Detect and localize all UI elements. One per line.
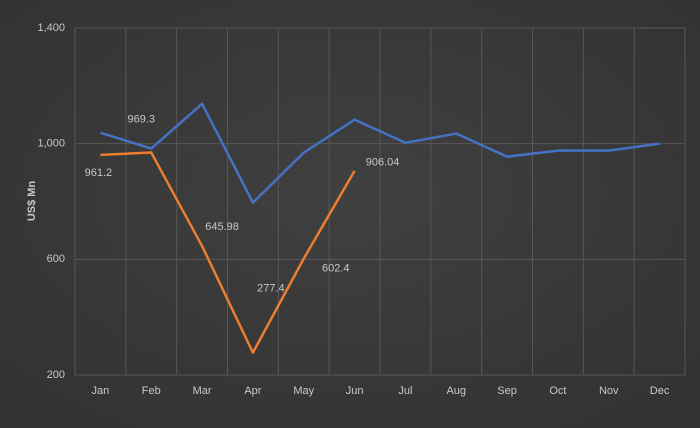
data-label: 602.4: [322, 263, 350, 275]
series-line: [100, 151, 356, 354]
x-tick-label: Nov: [599, 385, 619, 397]
x-tick-label: Sep: [497, 385, 517, 397]
x-tick-label: Dec: [650, 385, 670, 397]
data-label: 277.4: [257, 283, 285, 295]
y-tick-label: 1,000: [37, 138, 65, 150]
x-tick-label: Apr: [244, 385, 261, 397]
y-tick-label: 200: [47, 369, 65, 381]
x-tick-label: May: [293, 385, 314, 397]
x-tick-label: Aug: [446, 385, 466, 397]
x-tick-label: Jul: [398, 385, 412, 397]
x-tick-label: Jan: [92, 385, 110, 397]
y-tick-label: 1,400: [37, 22, 65, 34]
y-tick-label: 600: [47, 253, 65, 265]
y-axis-label: US$ Mn: [26, 181, 38, 222]
series-line: [100, 102, 660, 204]
x-tick-label: Mar: [193, 385, 212, 397]
data-label: 906.04: [366, 157, 400, 169]
data-label: 961.2: [85, 167, 113, 179]
x-tick-label: Oct: [549, 385, 566, 397]
x-tick-label: Jun: [346, 385, 364, 397]
x-tick-label: Feb: [142, 385, 161, 397]
data-label: 645.98: [205, 221, 239, 233]
data-label: 969.3: [127, 113, 155, 125]
